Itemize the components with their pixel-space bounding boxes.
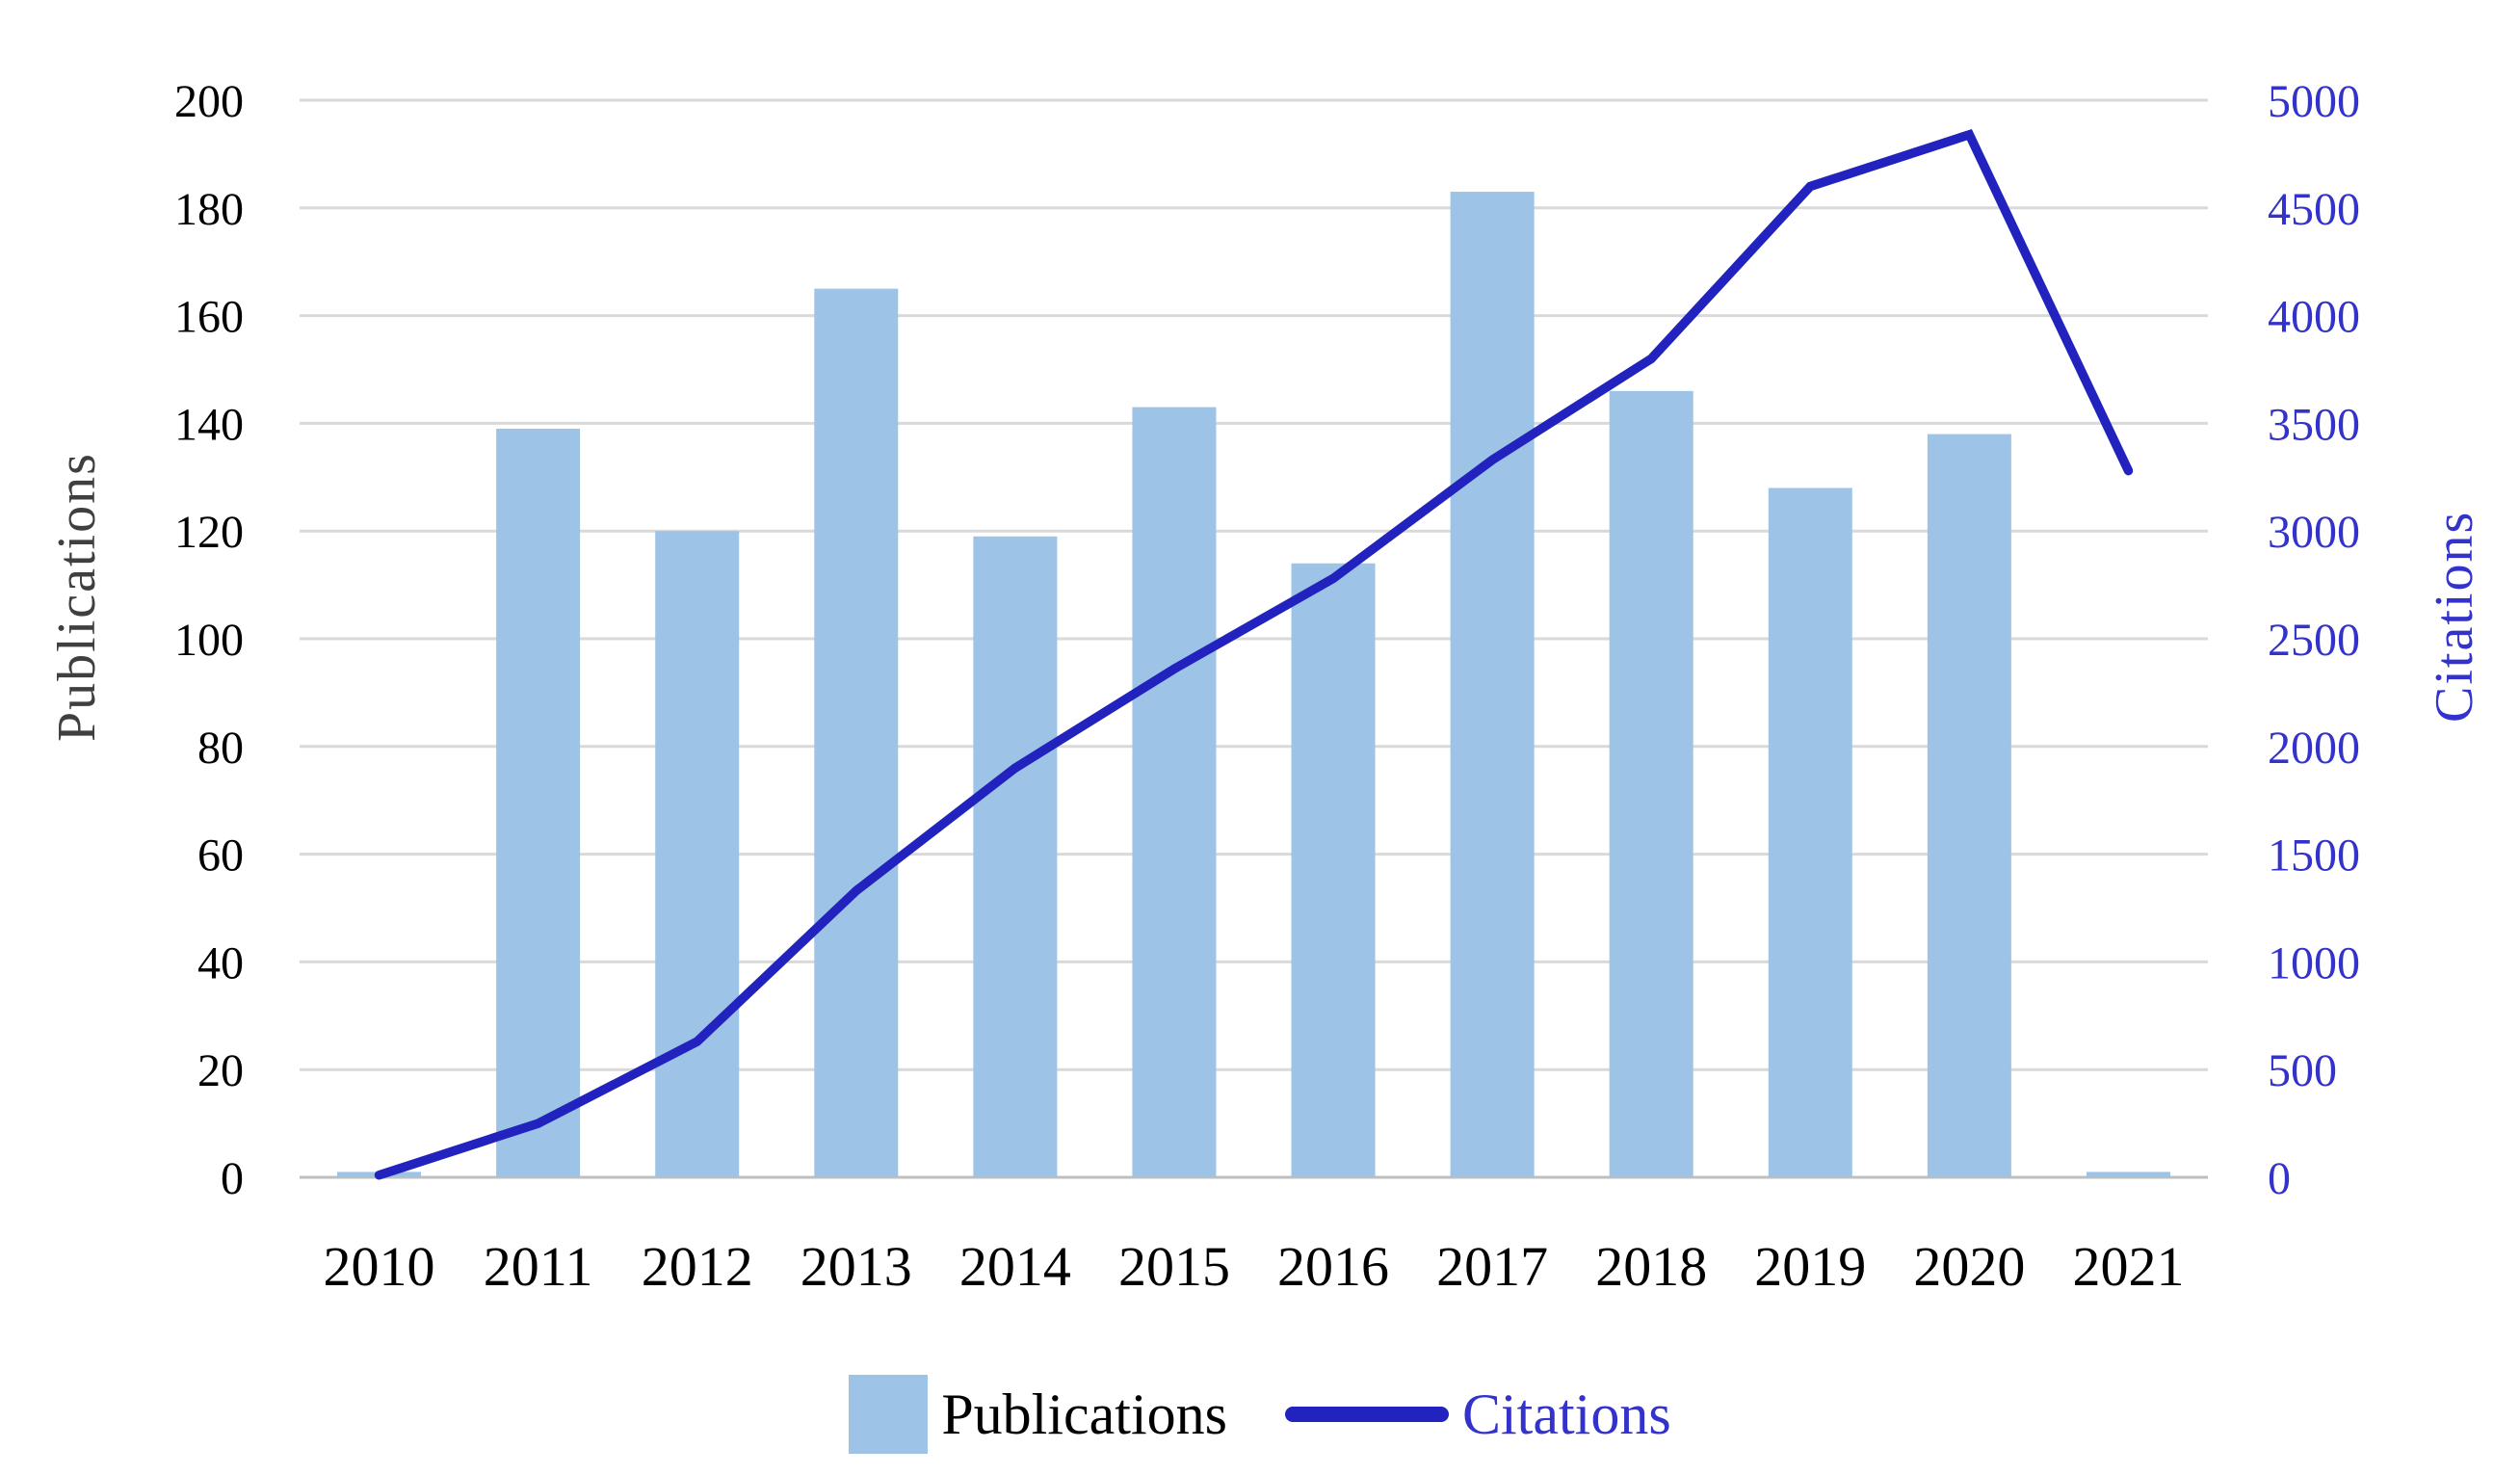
bar-2018 [1609, 390, 1693, 1177]
svg-text:2012: 2012 [642, 1235, 753, 1298]
legend: Publications Citations [0, 1366, 2520, 1462]
svg-text:2017: 2017 [1436, 1235, 1548, 1298]
bar-2016 [1291, 563, 1376, 1177]
svg-text:1500: 1500 [2268, 830, 2360, 882]
x-axis-year-labels: 2010 2011 2012 2013 2014 2015 2016 2017 2018 2019… [324, 1235, 2185, 1298]
bar-2021 [2086, 1172, 2170, 1177]
bar-2012 [655, 531, 740, 1177]
publications-legend-swatch [849, 1375, 929, 1454]
svg-text:2016: 2016 [1277, 1235, 1389, 1298]
legend-citations-label: Citations [1461, 1383, 1671, 1446]
svg-text:2020: 2020 [1913, 1235, 2025, 1298]
svg-text:500: 500 [2268, 1045, 2337, 1096]
citations-legend-line-swatch [1284, 1407, 1449, 1422]
svg-text:2010: 2010 [324, 1235, 435, 1298]
publications-bars [337, 192, 2170, 1178]
svg-text:100: 100 [174, 615, 244, 666]
svg-text:3500: 3500 [2268, 399, 2360, 450]
svg-text:160: 160 [174, 292, 244, 343]
gridlines [300, 98, 2208, 1179]
svg-text:4000: 4000 [2268, 292, 2360, 343]
svg-text:3000: 3000 [2268, 507, 2360, 558]
svg-text:80: 80 [197, 723, 244, 774]
bar-2017 [1450, 192, 1535, 1177]
bar-2011 [496, 428, 581, 1177]
svg-text:2015: 2015 [1118, 1235, 1230, 1298]
svg-text:2011: 2011 [484, 1235, 593, 1298]
svg-text:0: 0 [221, 1153, 244, 1204]
svg-text:140: 140 [174, 399, 244, 450]
svg-text:2013: 2013 [801, 1235, 912, 1298]
bar-2020 [1927, 434, 2011, 1178]
svg-text:2000: 2000 [2268, 723, 2360, 774]
legend-publications-label: Publications [941, 1383, 1227, 1446]
axis-tick-labels: 0204060801001201401601802000500100015002… [174, 76, 2360, 1204]
svg-text:120: 120 [174, 507, 244, 558]
svg-text:2014: 2014 [959, 1235, 1071, 1298]
bar-2015 [1132, 407, 1217, 1177]
bar-2013 [814, 288, 899, 1177]
bar-2014 [973, 536, 1058, 1177]
svg-text:200: 200 [174, 76, 244, 127]
svg-text:20: 20 [197, 1045, 244, 1096]
svg-text:4500: 4500 [2268, 184, 2360, 235]
svg-text:40: 40 [197, 937, 244, 988]
svg-text:2019: 2019 [1754, 1235, 1866, 1298]
bar-2019 [1768, 487, 1852, 1178]
citations-line [374, 128, 2134, 1180]
svg-text:2018: 2018 [1595, 1235, 1707, 1298]
svg-text:0: 0 [2268, 1153, 2291, 1204]
left-axis-title: Publications [47, 452, 107, 743]
svg-text:1000: 1000 [2268, 937, 2360, 988]
svg-text:5000: 5000 [2268, 76, 2360, 127]
svg-text:60: 60 [197, 830, 244, 882]
svg-text:180: 180 [174, 184, 244, 235]
right-axis-title: Citations [2425, 510, 2484, 724]
svg-text:2021: 2021 [2072, 1235, 2184, 1298]
svg-text:2500: 2500 [2268, 615, 2360, 666]
